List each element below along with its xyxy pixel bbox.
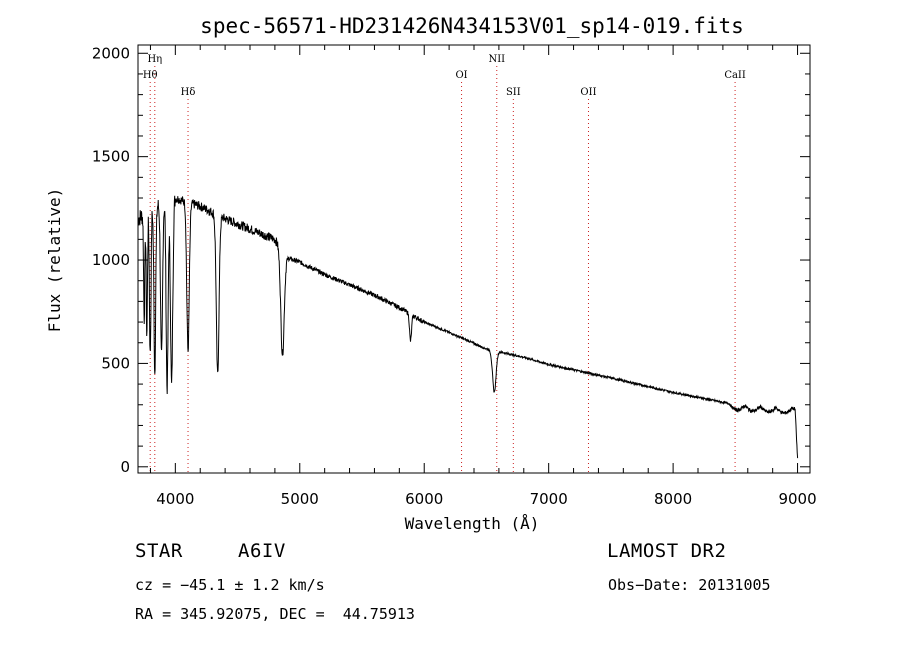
- spectral-line-label: NII: [488, 54, 505, 65]
- x-tick-label: 5000: [281, 490, 319, 508]
- y-tick-label: 2000: [92, 44, 130, 62]
- spectral-line-label: OI: [455, 70, 467, 81]
- x-axis-label: Wavelength (Å): [405, 514, 540, 533]
- chart-title: spec-56571-HD231426N434153V01_sp14-019.f…: [200, 14, 744, 38]
- y-tick-label: 1000: [92, 251, 130, 269]
- x-tick-label: 8000: [654, 490, 692, 508]
- redshift-text: cz = −45.1 ± 1.2 km/s: [135, 576, 325, 594]
- obs-date: Obs−Date: 20131005: [608, 576, 771, 594]
- survey-name: LAMOST DR2: [607, 540, 727, 562]
- spectral-line-label: Hθ: [143, 70, 158, 81]
- plot-frame: [137, 44, 811, 474]
- spectral-line-label: OII: [580, 87, 596, 98]
- spectral-line-label: Hδ: [181, 87, 196, 98]
- x-tick-label: 9000: [778, 490, 816, 508]
- x-tick-label: 4000: [156, 490, 194, 508]
- y-tick-label: 500: [101, 354, 130, 372]
- spectral-line-markers: Hη Hθ Hδ OI NII SII OII CaII: [143, 54, 746, 473]
- spectral-line-label: Hη: [147, 54, 162, 65]
- y-tick-label: 1500: [92, 148, 130, 166]
- spectrum-line: [137, 195, 799, 459]
- spectral-line-label: CaII: [724, 70, 746, 81]
- object-type: STAR: [135, 540, 183, 562]
- object-subclass: A6IV: [238, 540, 286, 562]
- coordinates: RA = 345.92075, DEC = 44.75913: [135, 605, 415, 623]
- y-axis-label: Flux (relative): [45, 188, 64, 333]
- spectral-line-label: SII: [506, 87, 521, 98]
- x-tick-label: 7000: [530, 490, 568, 508]
- x-tick-label: 6000: [405, 490, 443, 508]
- y-tick-label: 0: [120, 458, 130, 476]
- axis-ticks: 4000 5000 6000 7000 8000 9000 0 500 1000 1500 2000: [92, 44, 817, 508]
